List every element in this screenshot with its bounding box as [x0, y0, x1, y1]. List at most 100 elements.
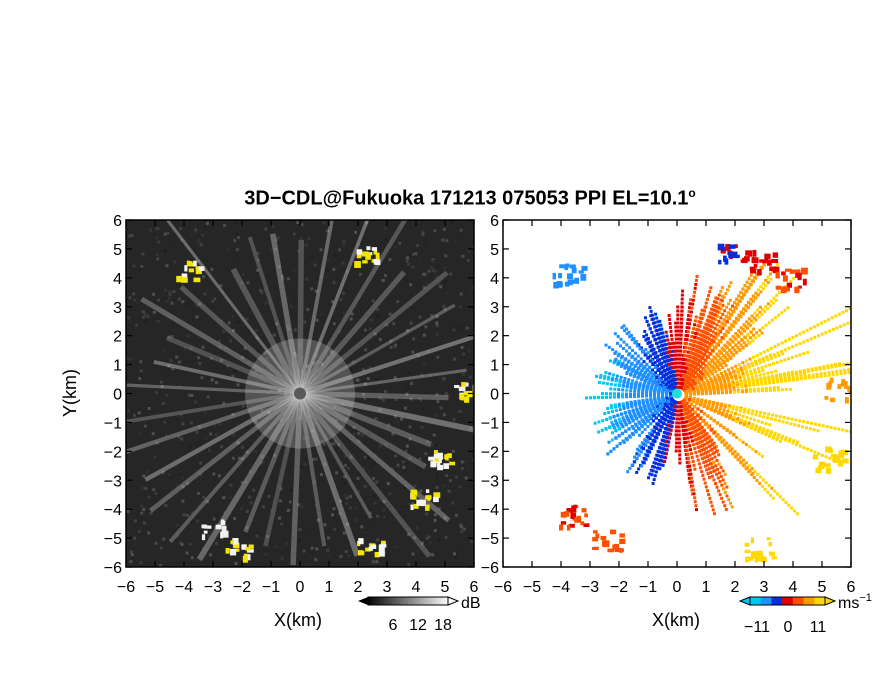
noise-pixel — [139, 369, 143, 373]
noise-pixel — [189, 518, 193, 522]
velocity-pixel — [737, 362, 741, 366]
velocity-pixel — [616, 424, 620, 428]
noise-pixel — [272, 333, 276, 337]
reflectivity-echo-pixel — [433, 450, 438, 454]
velocity-pixel — [701, 439, 705, 443]
velocity-pixel — [756, 472, 760, 476]
noise-pixel — [431, 258, 435, 262]
velocity-pixel — [747, 408, 751, 412]
velocity-pixel — [649, 314, 653, 318]
noise-pixel — [434, 444, 438, 448]
velocity-pixel — [784, 500, 788, 504]
velocity-pixel — [690, 402, 694, 406]
noise-pixel — [231, 412, 235, 416]
velocity-pixel — [780, 388, 784, 392]
noise-pixel — [349, 495, 353, 499]
velocity-pixel — [838, 364, 842, 368]
velocity-pixel — [767, 378, 771, 382]
velocity-pixel — [679, 377, 683, 381]
velocity-pixel — [774, 298, 778, 302]
velocity-pixel — [614, 409, 618, 413]
velocity-pixel — [647, 450, 651, 454]
velocity-pixel — [822, 366, 826, 370]
velocity-pixel — [643, 452, 647, 456]
velocity-pixel — [693, 447, 697, 451]
velocity-pixel — [630, 463, 634, 467]
noise-pixel — [320, 404, 324, 408]
velocity-pixel — [773, 489, 777, 493]
velocity-pixel — [676, 405, 680, 409]
velocity-pixel — [673, 349, 677, 353]
velocity-pixel — [746, 373, 750, 377]
velocity-pixel — [755, 410, 759, 414]
noise-pixel — [350, 312, 354, 316]
velocity-pixel — [749, 282, 753, 286]
velocity-pixel — [681, 365, 685, 369]
noise-pixel — [364, 382, 368, 386]
velocity-pixel — [726, 409, 730, 413]
noise-pixel — [249, 501, 253, 505]
noise-pixel — [323, 523, 327, 527]
velocity-pixel — [789, 422, 793, 426]
noise-pixel — [394, 343, 398, 347]
velocity-pixel — [712, 469, 716, 473]
velocity-pixel — [739, 378, 743, 382]
velocity-pixel — [756, 419, 760, 423]
velocity-pixel — [659, 420, 663, 424]
velocity-pixel — [655, 453, 659, 457]
velocity-pixel — [600, 428, 604, 432]
velocity-pixel — [724, 314, 728, 318]
noise-pixel — [332, 281, 336, 285]
velocity-pixel — [716, 391, 720, 395]
noise-pixel — [189, 542, 193, 546]
velocity-pixel — [690, 455, 694, 459]
velocity-pixel — [754, 425, 758, 429]
reflectivity-echo-pixel — [186, 260, 190, 267]
noise-pixel — [256, 251, 260, 255]
velocity-pixel — [720, 351, 724, 355]
velocity-pixel — [655, 422, 659, 426]
noise-pixel — [422, 333, 426, 337]
velocity-pixel — [698, 445, 702, 449]
reflectivity-echo-pixel — [245, 546, 251, 551]
velocity-pixel — [771, 377, 775, 381]
noise-pixel — [375, 314, 379, 318]
noise-pixel — [315, 354, 319, 358]
velocity-pixel — [768, 363, 772, 367]
velocity-pixel — [710, 474, 714, 478]
velocity-pixel — [714, 318, 718, 322]
noise-pixel — [428, 551, 432, 555]
velocity-pixel — [769, 346, 773, 350]
velocity-pixel — [757, 333, 761, 337]
noise-pixel — [146, 314, 150, 318]
reflectivity-ray — [166, 335, 301, 396]
noise-pixel — [332, 405, 336, 409]
velocity-pixel — [635, 424, 639, 428]
noise-pixel — [256, 258, 260, 262]
velocity-pixel — [708, 401, 712, 405]
noise-pixel — [338, 512, 342, 516]
noise-pixel — [280, 274, 284, 278]
noise-pixel — [178, 384, 182, 388]
velocity-pixel — [686, 350, 690, 354]
noise-pixel — [190, 233, 194, 237]
velocity-pixel — [775, 378, 779, 382]
velocity-pixel — [683, 424, 687, 428]
velocity-pixel — [723, 323, 727, 327]
velocity-pixel — [644, 408, 648, 412]
velocity-pixel — [770, 413, 774, 417]
velocity-pixel — [703, 344, 707, 348]
noise-pixel — [189, 347, 193, 351]
noise-pixel — [328, 302, 332, 306]
velocity-pixel — [664, 452, 668, 456]
velocity-pixel — [756, 367, 760, 371]
velocity-pixel — [708, 462, 712, 466]
noise-pixel — [431, 268, 435, 272]
velocity-pixel — [681, 408, 685, 412]
noise-pixel — [431, 260, 435, 264]
velocity-pixel — [650, 317, 654, 321]
velocity-pixel — [607, 375, 611, 379]
reflectivity-echo-pixel — [460, 393, 465, 401]
noise-pixel — [222, 330, 226, 334]
velocity-pixel — [692, 294, 696, 298]
